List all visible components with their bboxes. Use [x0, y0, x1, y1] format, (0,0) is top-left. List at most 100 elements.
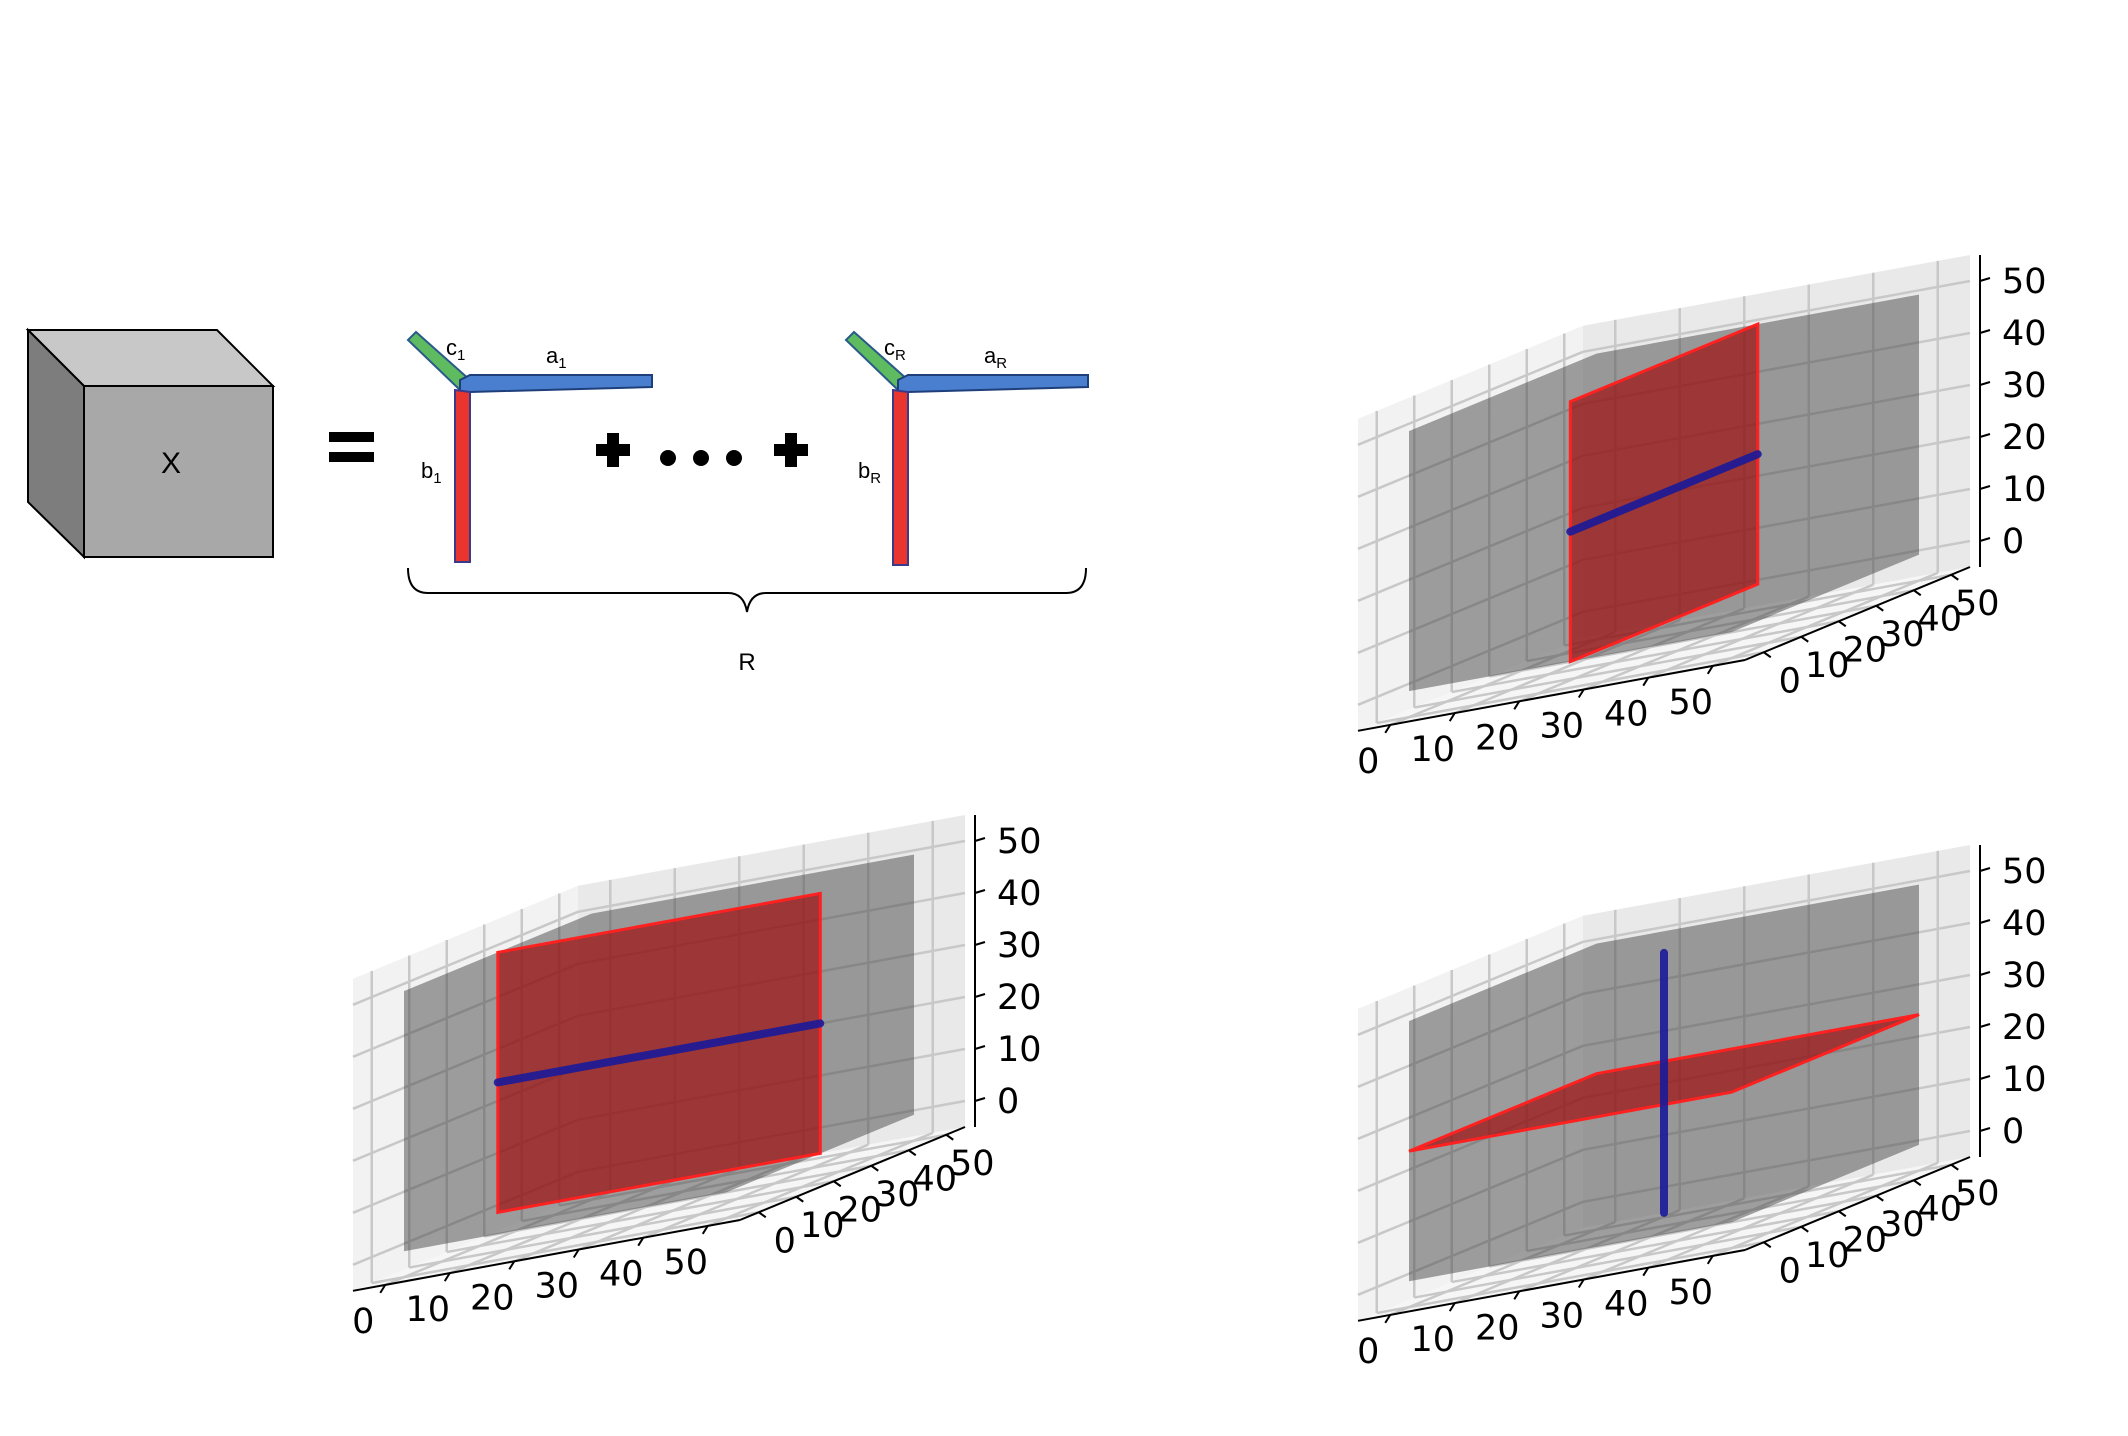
x-tick-label: 0 — [1357, 742, 1379, 782]
y-tick-mark — [758, 1211, 767, 1219]
grid-line — [1454, 1208, 1681, 1305]
z-tick-mark — [1979, 485, 1991, 490]
fiber-line — [1566, 450, 1762, 536]
z-tick-mark — [974, 941, 986, 946]
factor-a1-bar — [459, 374, 653, 393]
grid-line — [1647, 583, 1874, 679]
x-tick-mark — [572, 1248, 580, 1259]
y-tick-mark — [1950, 1163, 1959, 1171]
z-tick-mark — [1979, 1075, 1991, 1080]
tensor-box-face — [1409, 353, 1597, 692]
x-tick-label: 50 — [663, 1243, 708, 1283]
z-tick-mark — [974, 1045, 986, 1050]
grid-line — [1564, 1163, 1952, 1237]
x-tick-label: 50 — [1668, 1273, 1713, 1313]
z-tick-label: 0 — [2002, 1112, 2024, 1152]
y-tick-mark — [1913, 589, 1922, 597]
grid-line — [1489, 1194, 1877, 1268]
x-axis-line — [352, 1219, 741, 1292]
x-tick-mark — [1642, 677, 1650, 687]
grid-line — [1582, 869, 1971, 944]
grid-line — [1357, 402, 1584, 498]
x-tick-label: 10 — [1410, 1320, 1455, 1360]
grid-line — [521, 1149, 909, 1223]
z-tick-label: 50 — [2002, 852, 2047, 892]
y-tick-label: 50 — [950, 1144, 995, 1184]
grid-line — [1357, 992, 1584, 1088]
grid-line — [1357, 558, 1584, 654]
tensor-label: X — [161, 447, 181, 480]
y-tick-mark — [870, 1164, 879, 1172]
rank-one-term-first: c1 a1 b1 — [406, 330, 653, 563]
grid-line — [409, 1195, 797, 1269]
x-tick-label: 30 — [534, 1267, 579, 1307]
y-tick-label: 30 — [1880, 1205, 1925, 1245]
y-tick-label: 40 — [1917, 1189, 1962, 1229]
grid-line — [1489, 604, 1877, 678]
y-tick-label: 30 — [875, 1175, 920, 1215]
factor-aR-label: aR — [984, 343, 1007, 372]
grid-line — [1389, 1220, 1616, 1317]
grid-line — [1357, 1200, 1584, 1296]
z-tick-label: 30 — [2002, 956, 2047, 996]
grid-line — [1357, 1044, 1584, 1140]
y-axis-line — [1744, 566, 1971, 661]
y-tick-mark — [1913, 1179, 1922, 1187]
x-tick-mark — [1513, 700, 1521, 710]
y-tick-mark — [1875, 604, 1884, 612]
y-tick-mark — [1838, 1210, 1847, 1218]
grid-line — [446, 1180, 834, 1254]
x-tick-mark — [443, 1272, 451, 1282]
x-tick-label: 20 — [470, 1278, 515, 1318]
x-tick-mark — [1577, 688, 1585, 699]
grid-line — [1376, 1241, 1764, 1315]
grid-line — [578, 1155, 805, 1251]
grid-line — [1582, 279, 1971, 354]
x-tick-mark — [1642, 1267, 1650, 1277]
factor-a1-label: a1 — [546, 343, 567, 372]
x-tick-label: 30 — [1539, 1297, 1584, 1337]
y-tick-mark — [795, 1195, 804, 1203]
z-tick-mark — [1979, 1127, 1991, 1132]
z-tick-mark — [1979, 329, 1991, 334]
y-tick-label: 10 — [1805, 646, 1850, 686]
cube-front-face — [83, 385, 274, 558]
grid-line — [1414, 635, 1802, 709]
x-tick-mark — [701, 1225, 709, 1235]
grid-line — [642, 1143, 869, 1239]
x-tick-label: 20 — [1475, 718, 1520, 758]
x-tick-mark — [1706, 665, 1714, 675]
x-tick-label: 0 — [1357, 1332, 1379, 1372]
grid-line — [1451, 1210, 1839, 1284]
z-tick-label: 10 — [997, 1030, 1042, 1070]
grid-line — [1582, 973, 1971, 1048]
grid-line — [352, 910, 579, 1006]
y-tick-label: 50 — [1955, 584, 2000, 624]
grid-line — [1357, 610, 1584, 706]
x-tick-label: 10 — [405, 1290, 450, 1330]
grid-line — [1454, 618, 1681, 715]
y-tick-mark — [1838, 620, 1847, 628]
y-tick-mark — [833, 1180, 842, 1188]
y-tick-mark — [1800, 635, 1809, 643]
y-tick-label: 0 — [1779, 1251, 1801, 1291]
y-tick-mark — [908, 1149, 917, 1157]
grid-line — [1712, 1161, 1939, 1258]
factor-b1-label: b1 — [421, 458, 442, 487]
y-tick-mark — [1950, 573, 1959, 581]
grid-line — [1357, 1148, 1584, 1244]
x-tick-label: 20 — [1475, 1308, 1520, 1348]
grid-line — [484, 1164, 872, 1238]
factor-b1-bar — [454, 388, 471, 563]
grid-line — [1583, 1185, 1810, 1281]
y-tick-mark — [945, 1133, 954, 1141]
y-axis-line — [1744, 1156, 1971, 1251]
z-tick-label: 20 — [2002, 1008, 2047, 1048]
y-tick-label: 10 — [1805, 1236, 1850, 1276]
tensor-box-face — [1731, 294, 1919, 633]
x-tick-label: 10 — [1410, 730, 1455, 770]
y-tick-mark — [1763, 651, 1772, 659]
